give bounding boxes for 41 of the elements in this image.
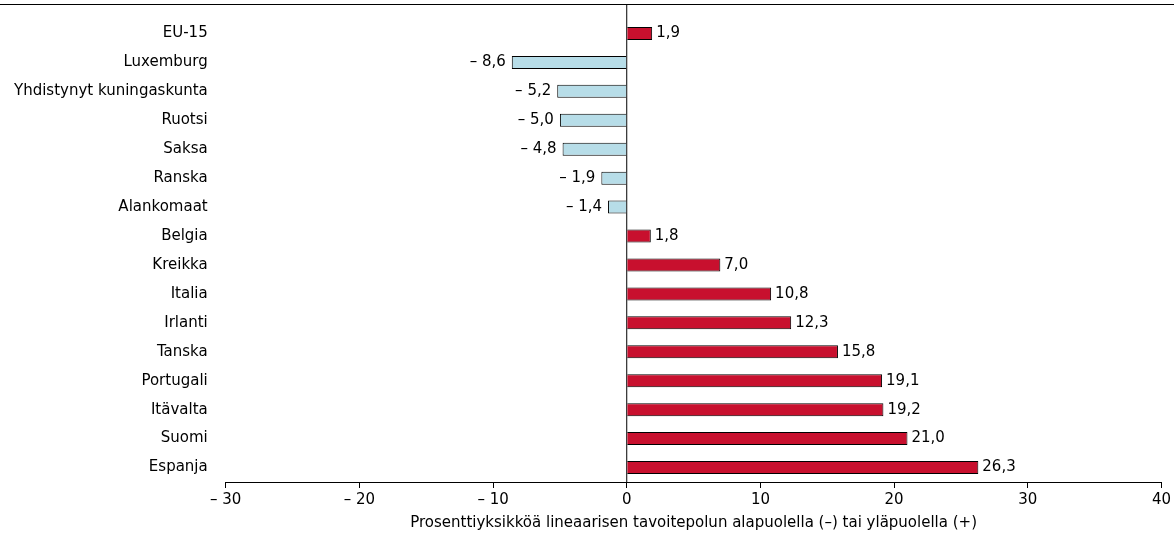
data-label: 19,2 (887, 399, 921, 418)
x-tick-label: – 10 (477, 489, 509, 508)
y-tick-label: Alankomaat (118, 196, 208, 215)
y-tick-label: Portugali (141, 370, 208, 389)
data-label: – 8,6 (469, 52, 506, 71)
y-tick-label: Yhdistynyt kuningaskunta (13, 81, 208, 100)
y-tick-label: Belgia (161, 225, 208, 244)
y-tick-label: Italia (170, 283, 208, 302)
data-label: 26,3 (982, 457, 1016, 476)
data-label: – 1,4 (565, 196, 603, 215)
data-label: 7,0 (724, 254, 749, 273)
data-label: 10,8 (775, 283, 809, 302)
x-tick-label: 0 (621, 489, 632, 508)
y-tick-label: Suomi (160, 428, 208, 447)
y-tick-label: Saksa (163, 139, 208, 158)
y-tick-label: EU-15 (162, 23, 208, 42)
x-tick-label: 20 (884, 489, 904, 508)
data-label: – 5,2 (515, 81, 552, 100)
x-tick-label: – 30 (210, 489, 242, 508)
x-tick-label: 10 (750, 489, 770, 508)
x-tick-label: 40 (1151, 489, 1171, 508)
data-label: – 4,8 (520, 139, 557, 158)
data-label: 12,3 (795, 312, 829, 331)
y-tick-label: Espanja (148, 457, 208, 476)
data-label: 15,8 (841, 341, 876, 360)
y-tick-label: Ranska (153, 168, 208, 187)
y-tick-label: Kreikka (152, 254, 208, 273)
data-label: 19,1 (886, 370, 920, 389)
x-axis-title: Prosenttiyksikköä lineaarisen tavoitepolun alapuolella (–) tai yläpuolella (+) (410, 512, 977, 531)
y-tick-label: Irlanti (164, 312, 208, 331)
y-tick-label: Luxemburg (123, 52, 208, 71)
data-label: 21,0 (911, 428, 945, 447)
x-tick-label: 30 (1018, 489, 1038, 508)
y-tick-label: Tanska (155, 341, 208, 360)
data-label: – 1,9 (559, 168, 596, 187)
data-label: – 5,0 (517, 110, 554, 129)
data-label: 1,9 (656, 23, 681, 42)
data-label: 1,8 (654, 225, 679, 244)
y-tick-label: Ruotsi (161, 110, 208, 129)
x-tick-label: – 20 (343, 489, 376, 508)
y-tick-label: Itävalta (150, 399, 208, 418)
